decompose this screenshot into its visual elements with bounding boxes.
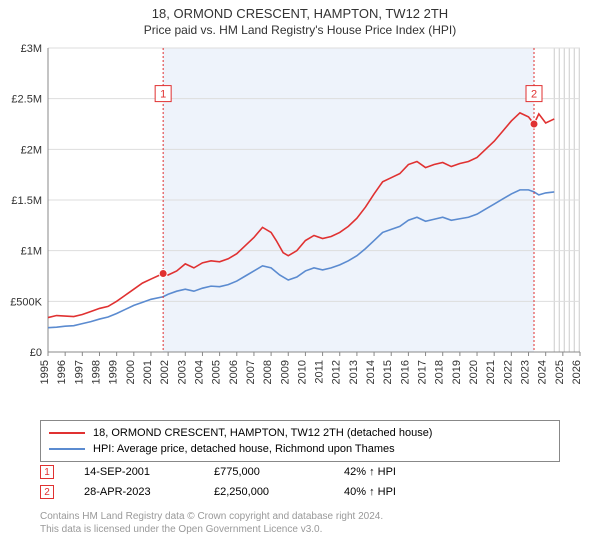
table-row: 2 28-APR-2023 £2,250,000 40% ↑ HPI (40, 482, 560, 502)
svg-text:1996: 1996 (56, 360, 68, 384)
marker-badge-1: 1 (40, 465, 54, 479)
svg-text:2005: 2005 (211, 360, 223, 384)
svg-text:£1.5M: £1.5M (11, 195, 42, 207)
svg-text:1998: 1998 (90, 360, 102, 384)
txn-delta: 42% ↑ HPI (344, 466, 474, 478)
marker-badge-2: 2 (40, 485, 54, 499)
svg-text:2014: 2014 (365, 360, 377, 384)
svg-text:2026: 2026 (571, 360, 583, 384)
svg-text:2009: 2009 (279, 360, 291, 384)
footer-attribution: Contains HM Land Registry data © Crown c… (40, 510, 560, 536)
legend-swatch-blue (49, 448, 85, 450)
legend-label: HPI: Average price, detached house, Rich… (93, 443, 395, 455)
chart-subtitle: Price paid vs. HM Land Registry's House … (0, 21, 600, 37)
svg-text:2008: 2008 (262, 360, 274, 384)
svg-text:2006: 2006 (228, 360, 240, 384)
svg-text:2015: 2015 (382, 360, 394, 384)
legend-item: 18, ORMOND CRESCENT, HAMPTON, TW12 2TH (… (49, 425, 551, 441)
svg-text:2007: 2007 (245, 360, 257, 384)
transactions-table: 1 14-SEP-2001 £775,000 42% ↑ HPI 2 28-AP… (40, 462, 560, 502)
svg-text:2020: 2020 (468, 360, 480, 384)
svg-text:2024: 2024 (537, 360, 549, 384)
svg-text:2019: 2019 (451, 360, 463, 384)
svg-text:2000: 2000 (125, 360, 137, 384)
svg-text:2018: 2018 (434, 360, 446, 384)
legend-item: HPI: Average price, detached house, Rich… (49, 441, 551, 457)
txn-date: 28-APR-2023 (84, 486, 214, 498)
svg-text:2016: 2016 (399, 360, 411, 384)
svg-text:2001: 2001 (142, 360, 154, 384)
svg-text:2010: 2010 (296, 360, 308, 384)
legend: 18, ORMOND CRESCENT, HAMPTON, TW12 2TH (… (40, 420, 560, 462)
footer-line: This data is licensed under the Open Gov… (40, 523, 560, 536)
txn-date: 14-SEP-2001 (84, 466, 214, 478)
legend-label: 18, ORMOND CRESCENT, HAMPTON, TW12 2TH (… (93, 427, 432, 439)
txn-price: £775,000 (214, 466, 344, 478)
svg-text:£500K: £500K (10, 296, 42, 308)
svg-text:2021: 2021 (485, 360, 497, 384)
footer-line: Contains HM Land Registry data © Crown c… (40, 510, 560, 523)
svg-text:2002: 2002 (159, 360, 171, 384)
chart-title: 18, ORMOND CRESCENT, HAMPTON, TW12 2TH (0, 0, 600, 21)
svg-text:2017: 2017 (417, 360, 429, 384)
txn-delta: 40% ↑ HPI (344, 486, 474, 498)
svg-text:1997: 1997 (73, 360, 85, 384)
svg-text:2023: 2023 (520, 360, 532, 384)
svg-text:1: 1 (160, 89, 166, 101)
svg-text:1995: 1995 (39, 360, 51, 384)
svg-text:£2M: £2M (21, 144, 42, 156)
svg-text:£2.5M: £2.5M (11, 94, 42, 106)
svg-text:2: 2 (531, 89, 537, 101)
chart-area: £0 £500K £1M £1.5M £2M £2.5M £3M 1995 1996 1997 19… (0, 42, 600, 412)
svg-text:2025: 2025 (554, 360, 566, 384)
svg-text:2013: 2013 (348, 360, 360, 384)
svg-text:£3M: £3M (21, 43, 42, 55)
txn-price: £2,250,000 (214, 486, 344, 498)
svg-text:2003: 2003 (176, 360, 188, 384)
svg-text:2022: 2022 (502, 360, 514, 384)
svg-text:1999: 1999 (108, 360, 120, 384)
legend-swatch-red (49, 432, 85, 434)
svg-text:2004: 2004 (193, 360, 205, 384)
svg-text:£0: £0 (30, 347, 42, 359)
svg-text:2011: 2011 (314, 360, 326, 384)
table-row: 1 14-SEP-2001 £775,000 42% ↑ HPI (40, 462, 560, 482)
svg-text:2012: 2012 (331, 360, 343, 384)
svg-text:£1M: £1M (21, 246, 42, 258)
